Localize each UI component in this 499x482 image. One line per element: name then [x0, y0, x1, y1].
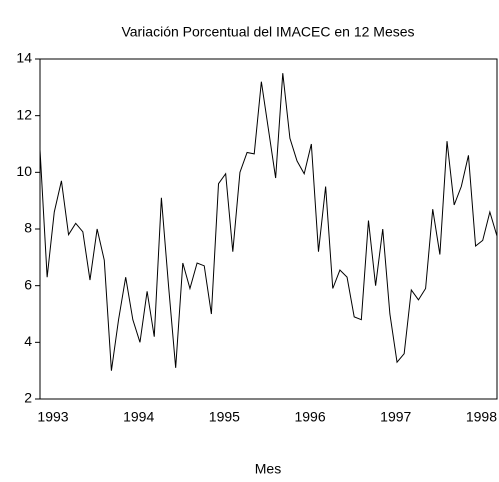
x-tick-label: 1995	[209, 409, 240, 425]
y-tick-label: 12	[16, 106, 32, 122]
x-tick-label: 1994	[123, 409, 154, 425]
x-tick-label: 1996	[294, 409, 325, 425]
y-tick-label: 10	[16, 163, 32, 179]
x-axis-label: Mes	[255, 461, 281, 477]
x-tick-label: 1998	[466, 409, 497, 425]
chart-title: Variación Porcentual del IMACEC en 12 Me…	[121, 24, 414, 40]
x-tick-label: 1997	[380, 409, 411, 425]
y-tick-label: 4	[24, 333, 32, 349]
y-tick-label: 8	[24, 220, 32, 236]
plot-frame	[39, 58, 498, 400]
y-tick-label: 2	[24, 390, 32, 406]
y-tick-label: 6	[24, 276, 32, 292]
data-line	[39, 73, 498, 371]
x-tick-label: 1993	[37, 409, 68, 425]
y-tick-label: 14	[16, 50, 32, 66]
